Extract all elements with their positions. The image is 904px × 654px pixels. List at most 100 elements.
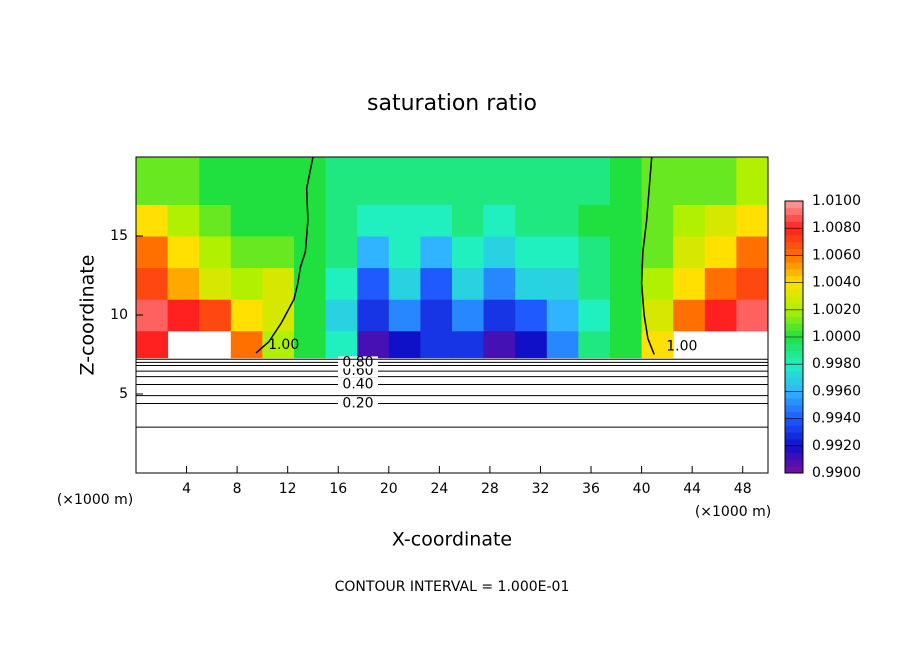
field-cell — [704, 204, 737, 237]
field-cell — [294, 157, 327, 205]
colorbar-step — [785, 241, 803, 249]
field-cell — [452, 236, 485, 269]
field-cell — [199, 204, 232, 237]
colorbar-step — [785, 221, 803, 229]
field-cell — [704, 157, 737, 205]
colorbar-step — [785, 330, 803, 338]
chart-title: saturation ratio — [367, 91, 537, 116]
contour-label: 0.40 — [342, 377, 373, 393]
field-cell — [515, 236, 548, 269]
colorbar-tick-label: 0.9940 — [812, 411, 861, 427]
contour-label-bg — [338, 397, 378, 410]
contour-line — [640, 156, 655, 355]
contour-label: 1.00 — [268, 337, 299, 353]
field-cell — [167, 204, 200, 237]
field-cell — [736, 236, 769, 269]
colorbar-step — [785, 323, 803, 331]
colorbar-step — [785, 377, 803, 385]
x-tick-label: 32 — [532, 481, 550, 497]
colorbar-step — [785, 228, 803, 236]
colorbar-step — [785, 214, 803, 222]
field-cell — [673, 267, 706, 300]
colorbar-tick-label: 1.0040 — [812, 275, 861, 291]
field-cell — [641, 267, 674, 300]
colorbar-step — [785, 275, 803, 283]
field-cell — [167, 157, 200, 205]
field-cell — [230, 204, 263, 237]
field-cell — [357, 330, 390, 359]
field-cell — [610, 330, 643, 359]
field-cell — [610, 299, 643, 332]
field-cell — [262, 236, 295, 269]
colorbar-step — [785, 432, 803, 440]
field-cell — [578, 267, 611, 300]
x-tick-label: 40 — [633, 481, 651, 497]
field-cell — [325, 157, 358, 205]
colorbar-step — [785, 398, 803, 406]
field-cell — [546, 267, 579, 300]
colorbar-step — [785, 459, 803, 467]
field-cell — [136, 204, 169, 237]
footer-note: CONTOUR INTERVAL = 1.000E-01 — [335, 579, 570, 595]
colorbar-tick-label: 0.9920 — [812, 438, 861, 454]
y-tick-label: 10 — [110, 307, 128, 323]
field-cell — [452, 299, 485, 332]
field-cell — [136, 236, 169, 269]
x-tick-label: 48 — [734, 481, 752, 497]
field-cell — [610, 157, 643, 205]
field-cell — [167, 267, 200, 300]
field-cell — [704, 267, 737, 300]
field-cell — [136, 157, 169, 205]
field-cell — [294, 330, 327, 359]
field-cell — [262, 157, 295, 205]
colorbar-step — [785, 452, 803, 460]
field-cell — [578, 299, 611, 332]
field-cell — [546, 204, 579, 237]
field-cell — [546, 299, 579, 332]
colorbar-step — [785, 343, 803, 351]
colorbar-tick-label: 0.9900 — [812, 465, 861, 481]
field-cell — [546, 330, 579, 359]
x-tick-label: 20 — [380, 481, 398, 497]
field-cell — [483, 267, 516, 300]
field-cell — [578, 204, 611, 237]
field-cell — [483, 299, 516, 332]
y-tick-label: 15 — [110, 228, 128, 244]
field-cell — [262, 267, 295, 300]
field-cell — [294, 299, 327, 332]
field-cell — [420, 267, 453, 300]
field-cell — [230, 236, 263, 269]
field-cell — [736, 299, 769, 332]
colorbar-step — [785, 248, 803, 256]
field-cell — [420, 236, 453, 269]
x-unit-label: (×1000 m) — [57, 492, 133, 508]
field-cell — [673, 236, 706, 269]
x-tick-label: 28 — [481, 481, 499, 497]
field-cell — [230, 267, 263, 300]
colorbar-step — [785, 309, 803, 317]
colorbar-step — [785, 418, 803, 426]
field-cell — [736, 267, 769, 300]
colorbar-tick-label: 1.0000 — [812, 329, 861, 345]
field-cell — [230, 299, 263, 332]
colorbar-step — [785, 425, 803, 433]
field-cell — [325, 267, 358, 300]
field-cell — [357, 157, 390, 205]
x-tick-label: 16 — [329, 481, 347, 497]
field-cell — [704, 299, 737, 332]
field-cell — [452, 157, 485, 205]
field-cell — [420, 204, 453, 237]
contour-label: 0.20 — [342, 395, 373, 411]
x-tick-label: 24 — [430, 481, 448, 497]
field-cell — [294, 236, 327, 269]
colorbar-step — [785, 439, 803, 447]
colorbar-step — [785, 207, 803, 215]
field-cell — [578, 236, 611, 269]
field-cell — [420, 157, 453, 205]
x-tick-label: 4 — [182, 481, 191, 497]
field-cell — [357, 236, 390, 269]
field-cell — [262, 204, 295, 237]
field-cell — [388, 236, 421, 269]
field-cell — [199, 157, 232, 205]
